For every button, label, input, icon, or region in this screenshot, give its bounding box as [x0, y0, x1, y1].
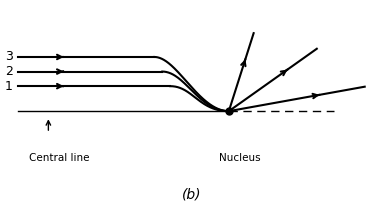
Text: Nucleus: Nucleus [219, 153, 261, 163]
Text: 1: 1 [5, 80, 13, 93]
Text: 3: 3 [5, 51, 13, 64]
Text: (b): (b) [181, 187, 201, 202]
Text: 2: 2 [5, 65, 13, 78]
Text: Central line: Central line [29, 153, 90, 163]
